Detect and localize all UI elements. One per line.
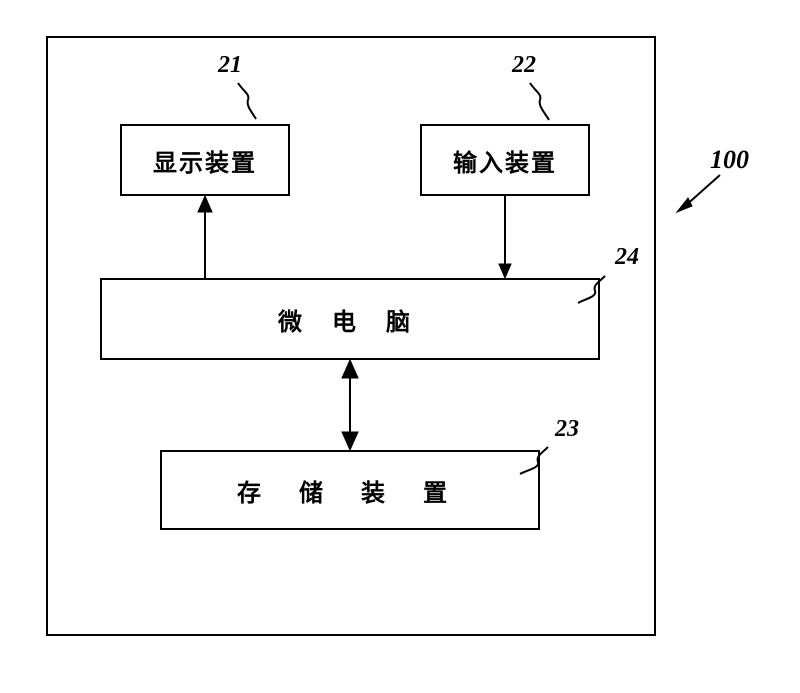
leader-100	[684, 175, 720, 207]
ref-label-22: 22	[512, 52, 536, 79]
leader-100-head	[677, 198, 692, 212]
ref-label-24: 24	[615, 244, 639, 271]
block-display-device: 显示装置	[120, 124, 290, 196]
block-storage-device: 存 储 装 置	[160, 450, 540, 530]
block-label: 微 电 脑	[278, 302, 422, 337]
ref-label-100: 100	[710, 145, 749, 175]
block-label: 存 储 装 置	[237, 473, 463, 508]
ref-label-23: 23	[555, 416, 579, 443]
block-microcomputer: 微 电 脑	[100, 278, 600, 360]
block-label: 输入装置	[453, 143, 557, 178]
block-input-device: 输入装置	[420, 124, 590, 196]
block-label: 显示装置	[153, 143, 257, 178]
diagram-canvas: 显示装置 输入装置 微 电 脑 存 储 装 置 21 22 24 23 100	[0, 0, 800, 693]
ref-label-21: 21	[218, 52, 242, 79]
